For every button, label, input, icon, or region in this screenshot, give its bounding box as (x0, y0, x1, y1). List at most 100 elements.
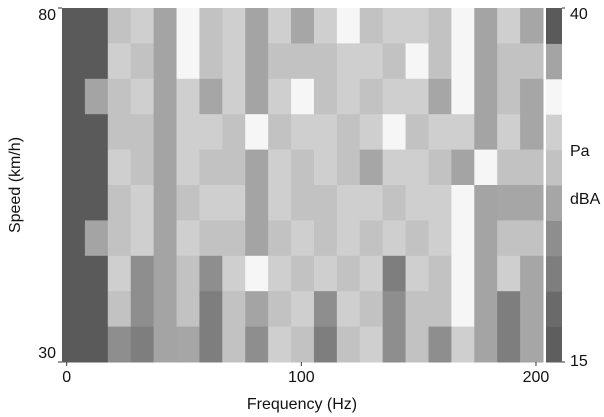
heatmap-cell (474, 149, 498, 186)
heatmap-cell (405, 255, 429, 292)
heatmap-cell (62, 149, 86, 186)
heatmap-cell (405, 114, 429, 151)
heatmap-cell (520, 8, 544, 44)
heatmap-cell (107, 43, 132, 80)
colorbar-segment (546, 220, 562, 257)
heatmap-cell (153, 291, 178, 328)
heatmap-cell (268, 149, 292, 186)
heatmap-cell (428, 78, 452, 115)
heatmap-cell (313, 291, 338, 328)
heatmap-cell (382, 185, 407, 221)
heatmap-cell (222, 326, 246, 363)
x-axis-label: Frequency (Hz) (247, 396, 357, 413)
heatmap-cell (336, 291, 361, 328)
colorbar-segment (546, 78, 562, 115)
heatmap-cell (268, 326, 292, 363)
heatmap-cell (382, 149, 407, 186)
heatmap-cell (336, 185, 361, 221)
heatmap-cell (336, 8, 361, 44)
heatmap-cell (268, 8, 292, 44)
heatmap-cell (153, 185, 178, 221)
heatmap-cell (497, 220, 521, 257)
heatmap-cell (130, 78, 155, 115)
heatmap-cell (474, 43, 498, 80)
heatmap-cell (130, 185, 155, 221)
heatmap-cell (451, 291, 475, 328)
heatmap-cell (130, 114, 155, 151)
heatmap-cell (497, 114, 521, 151)
heatmap-cell (405, 326, 429, 363)
heatmap-cell (245, 78, 269, 115)
y-tick-label: 80 (38, 7, 56, 24)
heatmap-cell (130, 326, 155, 363)
heatmap-cell (497, 43, 521, 80)
heatmap-cell (497, 326, 521, 363)
heatmap-cell (222, 255, 246, 292)
heatmap-cell (359, 43, 384, 80)
x-tick-label: 200 (523, 369, 550, 386)
heatmap-cell (382, 291, 407, 328)
heatmap-cell (520, 185, 544, 221)
heatmap-cell (451, 8, 475, 44)
heatmap-cell (291, 114, 315, 151)
heatmap-cell (199, 8, 223, 44)
heatmap-cell (405, 78, 429, 115)
heatmap-cell (497, 8, 521, 44)
heatmap-cell (451, 78, 475, 115)
heatmap-cell (130, 149, 155, 186)
heatmap-cell (474, 185, 498, 221)
heatmap-cell (62, 78, 86, 115)
heatmap-cell (474, 8, 498, 44)
heatmap-cell (153, 149, 178, 186)
heatmap-cell (382, 114, 407, 151)
heatmap-cell (199, 114, 223, 151)
colorbar-label: dBA (570, 191, 601, 208)
heatmap-cell (428, 291, 452, 328)
heatmap-cell (291, 326, 315, 363)
heatmap-cell (268, 220, 292, 257)
colorbar-segment (546, 326, 562, 363)
heatmap-cell (107, 185, 132, 221)
heatmap-cell (497, 185, 521, 221)
heatmap-cell (84, 185, 109, 221)
heatmap-cell (520, 326, 544, 363)
heatmap-cell (107, 114, 132, 151)
heatmap-cell (291, 78, 315, 115)
heatmap-cell (428, 185, 452, 221)
heatmap-cell (428, 149, 452, 186)
heatmap-cell (474, 326, 498, 363)
heatmap-cell (313, 185, 338, 221)
heatmap-cell (359, 255, 384, 292)
heatmap-cell (153, 78, 178, 115)
heatmap-cell (153, 8, 178, 44)
heatmap-cell (382, 43, 407, 80)
heatmap-cell (336, 220, 361, 257)
heatmap-cell (359, 326, 384, 363)
heatmap-cell (313, 326, 338, 363)
heatmap-cell (336, 114, 361, 151)
heatmap-cell (84, 78, 109, 115)
heatmap-cell (451, 220, 475, 257)
heatmap-cell (176, 255, 200, 292)
heatmap-cell (199, 291, 223, 328)
heatmap-cell (176, 43, 200, 80)
heatmap-cell (359, 149, 384, 186)
colorbar-segment (546, 114, 562, 151)
heatmap-cell (520, 255, 544, 292)
heatmap-cell (176, 78, 200, 115)
heatmap-cell (84, 326, 109, 363)
heatmap-cell (497, 78, 521, 115)
heatmap-cell (222, 8, 246, 44)
heatmap-cell (84, 220, 109, 257)
heatmap-cell (222, 114, 246, 151)
heatmap-cell (245, 326, 269, 363)
heatmap-cell (222, 149, 246, 186)
heatmap-cell (84, 8, 109, 44)
heatmap-cell (291, 43, 315, 80)
heatmap-cell (107, 291, 132, 328)
heatmap-cell (222, 78, 246, 115)
heatmap-cell (62, 114, 86, 151)
heatmap-cell (405, 185, 429, 221)
heatmap-cell (313, 114, 338, 151)
